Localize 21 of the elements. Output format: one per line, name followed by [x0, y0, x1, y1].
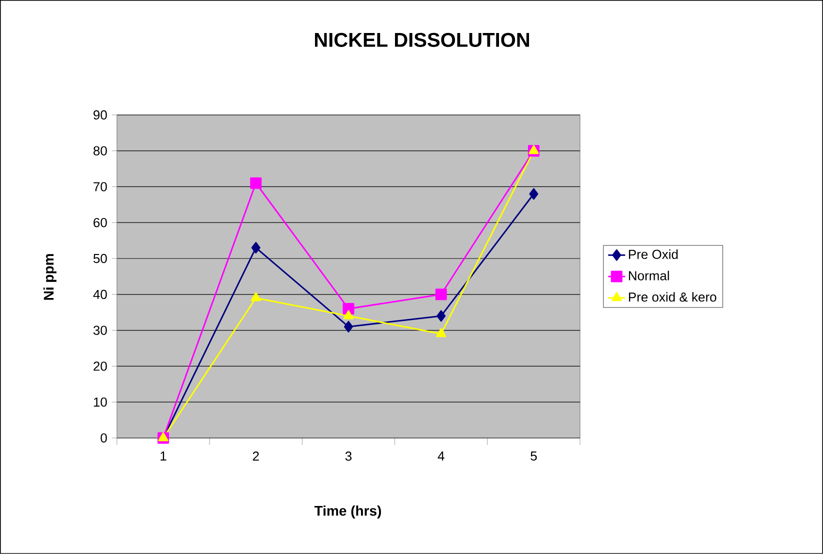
y-tick-label: 50: [93, 254, 107, 264]
y-tick-label: 40: [93, 290, 107, 300]
legend-label: Pre oxid & kero: [628, 292, 716, 302]
y-tick-label: 70: [94, 182, 107, 192]
x-axis-title: Time (hrs): [314, 506, 382, 519]
x-tick-label: 4: [438, 452, 444, 461]
x-tick-label: 1: [160, 452, 166, 461]
y-tick-label: 30: [93, 326, 107, 335]
y-tick-label: 20: [94, 362, 107, 371]
legend-label: Pre Oxid: [628, 249, 678, 259]
chart-title: NICKEL DISSOLUTION: [314, 32, 530, 48]
y-tick-label: 60: [94, 218, 107, 228]
y-axis-title: Ni ppm: [43, 254, 56, 300]
legend-label: Normal: [628, 270, 669, 280]
y-tick-label: 90: [94, 110, 107, 120]
x-tick-label: 5: [530, 452, 537, 461]
y-tick-label: 10: [94, 398, 107, 407]
y-tick-label: 0: [100, 433, 107, 443]
y-tick-label: 80: [94, 146, 107, 156]
x-tick-label: 2: [252, 452, 259, 461]
x-tick-label: 3: [345, 452, 352, 461]
